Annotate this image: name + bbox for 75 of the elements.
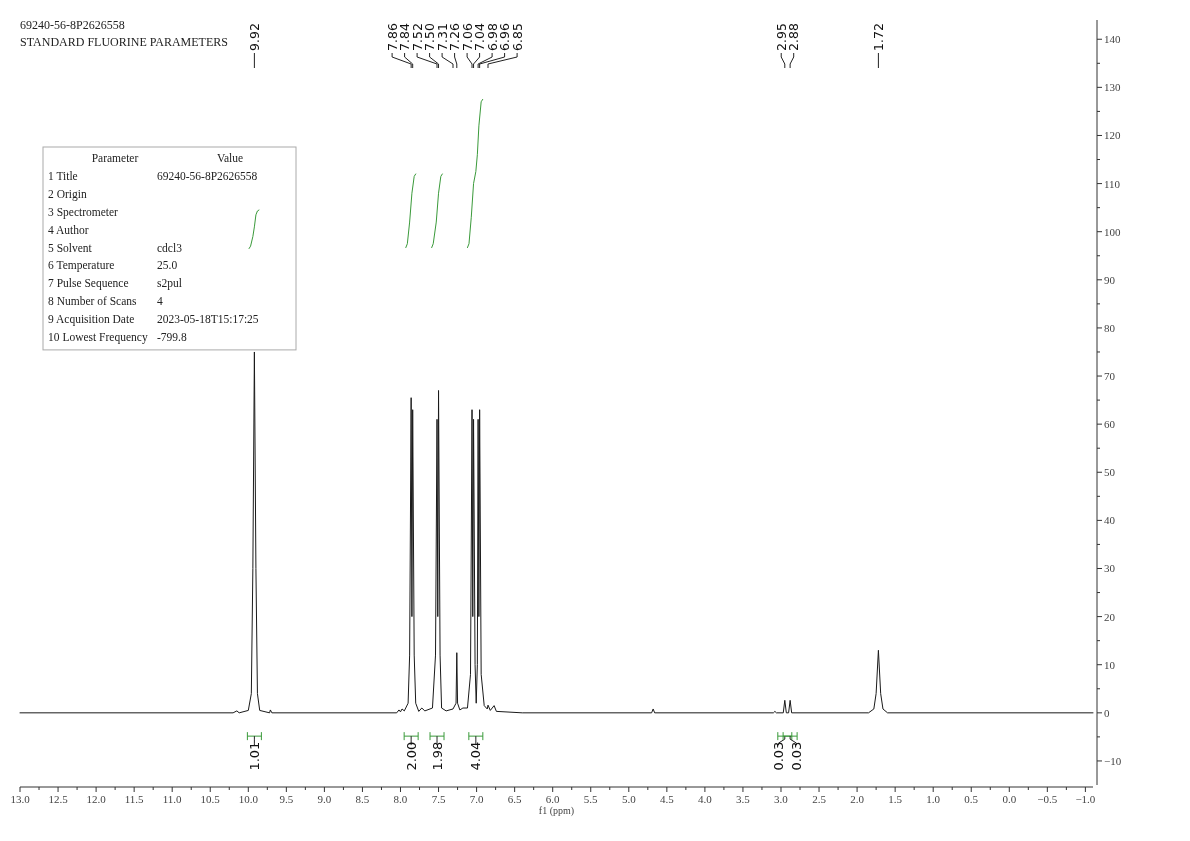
annotation: 1.98 xyxy=(429,741,445,771)
x-tick-label: 2.0 xyxy=(850,793,865,805)
y-tick-label: 70 xyxy=(1104,370,1116,383)
annotation: 4.04 xyxy=(468,741,484,771)
x-tick-label: 6.0 xyxy=(545,793,561,805)
y-tick-label: 140 xyxy=(1104,33,1121,46)
y-tick-label: 80 xyxy=(1104,321,1116,334)
annotation: 7.86 xyxy=(384,23,400,51)
annotation: 0.03 xyxy=(788,741,804,771)
x-tick-label: 8.5 xyxy=(355,793,370,805)
annotation: 1.01 xyxy=(246,741,262,771)
y-tick-label: 20 xyxy=(1104,610,1116,623)
line-series xyxy=(405,173,417,249)
annotation: 0.03 xyxy=(770,741,786,771)
y-tick-label: 10 xyxy=(1104,658,1116,671)
y-tick-label: 60 xyxy=(1104,418,1116,431)
x-tick-label: 5.5 xyxy=(583,793,599,805)
y-tick-label: 120 xyxy=(1104,129,1121,142)
y-tick-label: −10 xyxy=(1104,754,1122,767)
x-tick-label: 6.5 xyxy=(507,793,523,805)
x-tick-label: 10.0 xyxy=(238,793,259,805)
annotation: 2 Origin xyxy=(48,187,87,201)
x-tick-label: 13.0 xyxy=(10,793,31,805)
x-tick-label: −1.0 xyxy=(1075,793,1096,805)
x-tick-label: 0.5 xyxy=(964,793,979,805)
annotation: 10 Lowest Frequency -799.8 xyxy=(48,331,187,344)
text: STANDARD FLUORINE PARAMETERS xyxy=(20,35,228,49)
x-tick-label: 0.0 xyxy=(1002,793,1017,805)
text: 5 Solvent cdcl3 xyxy=(48,241,182,254)
annotation: 9.92 xyxy=(246,23,262,51)
x-tick-label: 11.0 xyxy=(162,793,183,805)
text: 7 Pulse Sequence s2pul xyxy=(48,277,182,290)
y-tick-label: 0 xyxy=(1104,706,1110,719)
annotation: 3 Spectrometer xyxy=(48,205,119,219)
text: 8 Number of Scans 4 xyxy=(48,295,163,308)
x-tick-label: 12.0 xyxy=(86,793,107,805)
x-tick-label: 5.0 xyxy=(621,793,637,805)
x-tick-label: −0.5 xyxy=(1037,793,1058,805)
x-tick-label: 2.5 xyxy=(812,793,827,805)
x-tick-label: 10.5 xyxy=(200,793,221,805)
annotation: 2.88 xyxy=(786,23,802,51)
chart-title: 69240-56-8P2626558 xyxy=(20,18,125,32)
x-tick-label: 3.0 xyxy=(774,793,789,805)
x-tick-label: 1.0 xyxy=(926,793,941,805)
y-tick-label: 90 xyxy=(1104,273,1116,286)
annotation: 1.72 xyxy=(870,23,886,51)
line-series xyxy=(19,351,1094,714)
x-tick-label: 7.5 xyxy=(431,793,446,805)
x-tick-label: 7.0 xyxy=(469,793,484,805)
text: 1 Title 69240-56-8P2626558 xyxy=(48,169,258,182)
x-tick-label: 9.5 xyxy=(279,793,294,805)
y-tick-label: 100 xyxy=(1104,225,1121,238)
x-tick-label: 11.5 xyxy=(124,793,145,805)
annotation: 2.00 xyxy=(403,741,419,771)
y-tick-label: 110 xyxy=(1104,177,1121,190)
x-tick-label: 3.5 xyxy=(736,793,751,805)
line-series xyxy=(466,98,484,249)
y-tick-label: 30 xyxy=(1104,562,1116,575)
x-tick-label: 4.0 xyxy=(698,793,713,805)
annotation: 4 Author xyxy=(48,223,89,236)
x-tick-label: 1.5 xyxy=(888,793,903,805)
line-series xyxy=(248,209,260,250)
y-tick-label: 130 xyxy=(1104,81,1121,94)
line-series xyxy=(431,173,443,249)
y-tick-label: 50 xyxy=(1104,466,1116,479)
x-tick-label: 8.0 xyxy=(393,793,408,805)
x-tick-label: 9.0 xyxy=(317,793,332,805)
x-axis-title: f1 (ppm) xyxy=(538,805,575,817)
y-tick-label: 40 xyxy=(1104,514,1116,527)
x-tick-label: 12.5 xyxy=(48,793,69,805)
text: 9 Acquisition Date 2023-05-18T15:17:25 xyxy=(48,313,259,326)
text: Parameter Value xyxy=(91,152,244,164)
text: 6 Temperature 25.0 xyxy=(48,259,178,272)
annotation: 2.95 xyxy=(773,23,789,51)
x-tick-label: 4.5 xyxy=(659,793,675,805)
